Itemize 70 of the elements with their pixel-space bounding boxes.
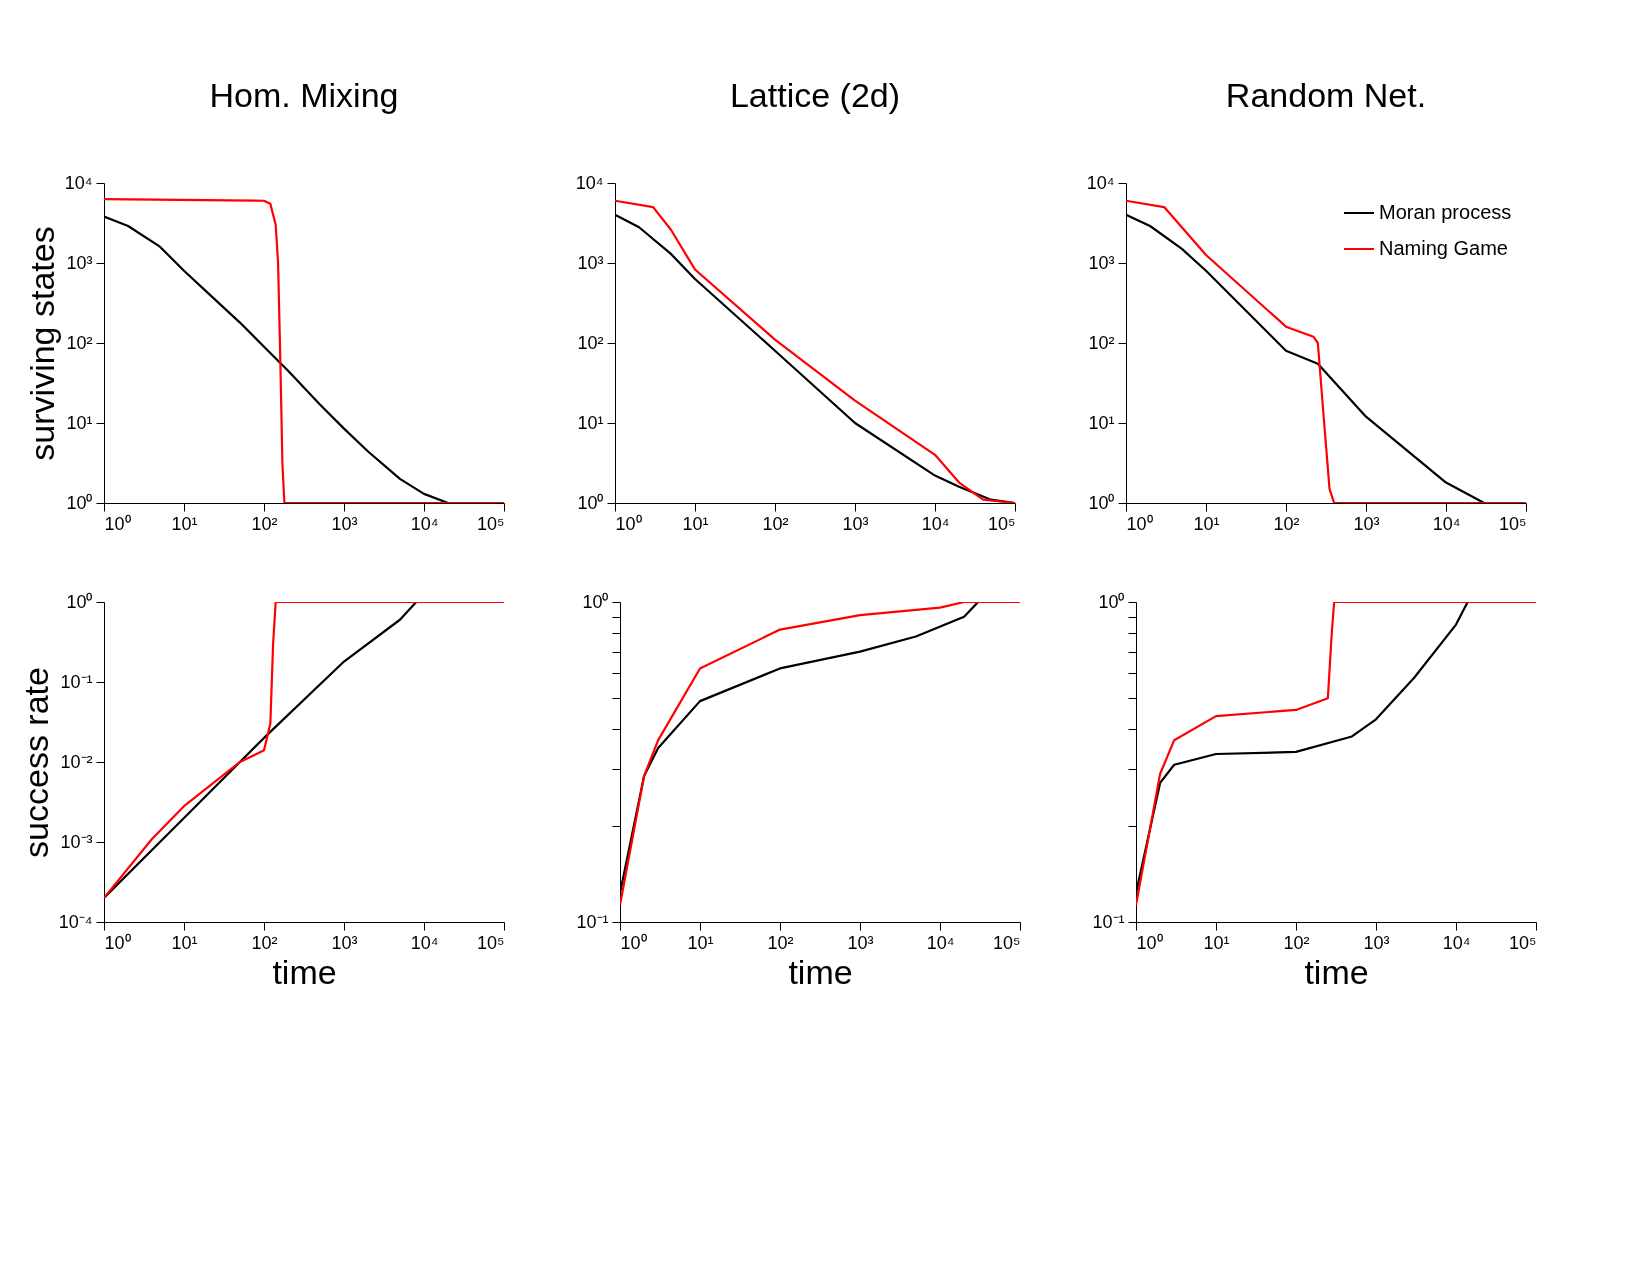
- x-tick-label: 10¹: [687, 932, 714, 953]
- y-tick-label: 10⁴: [64, 172, 93, 193]
- y-tick-label: 10³: [66, 252, 93, 273]
- y-tick-label: 10⁰: [577, 492, 604, 513]
- x-tick-label: 10⁵: [988, 513, 1016, 534]
- x-tick-label: 10²: [1283, 932, 1310, 953]
- x-tick-label: 10⁴: [926, 932, 955, 953]
- x-tick-label: 10⁰: [104, 932, 131, 953]
- x-tick-label: 10⁵: [1499, 513, 1527, 534]
- x-tick-label: 10²: [251, 513, 278, 534]
- x-tick-label: 10¹: [1203, 932, 1230, 953]
- x-tick-label: 10¹: [682, 513, 709, 534]
- x-tick-label: 10³: [842, 513, 869, 534]
- x-tick-label: 10³: [1363, 932, 1390, 953]
- x-tick-label: 10¹: [171, 932, 198, 953]
- x-tick-label: 10⁰: [1136, 932, 1163, 953]
- x-tick-label: 10⁴: [1442, 932, 1471, 953]
- y-tick-label: 10²: [66, 332, 93, 353]
- x-axis-title: time: [1304, 952, 1369, 991]
- x-axis-title: time: [272, 952, 337, 991]
- x-tick-label: 10¹: [1193, 513, 1220, 534]
- y-tick-label: 10⁻¹: [1092, 911, 1125, 932]
- x-tick-label: 10⁵: [477, 513, 505, 534]
- chart-title: Lattice (2d): [729, 76, 901, 114]
- y-tick-label: 10⁰: [66, 492, 93, 513]
- y-tick-label: 10⁻¹: [60, 671, 93, 692]
- y-tick-label: 10⁰: [66, 591, 93, 612]
- x-tick-label: 10⁴: [410, 932, 439, 953]
- y-axis-title: surviving states: [22, 226, 61, 461]
- y-tick-label: 10⁴: [575, 172, 604, 193]
- x-axis-title: time: [788, 952, 853, 991]
- y-tick-label: 10⁻⁴: [58, 911, 93, 932]
- x-tick-label: 10⁰: [104, 513, 131, 534]
- x-tick-label: 10²: [762, 513, 789, 534]
- x-tick-label: 10⁴: [921, 513, 950, 534]
- y-tick-label: 10⁴: [1086, 172, 1115, 193]
- y-axis-title: success rate: [16, 667, 55, 858]
- y-tick-label: 10²: [1088, 332, 1115, 353]
- chart-title: Hom. Mixing: [209, 76, 399, 114]
- chart-title: Random Net.: [1225, 76, 1427, 114]
- y-tick-label: 10⁰: [582, 591, 609, 612]
- x-tick-label: 10⁴: [1432, 513, 1461, 534]
- x-tick-label: 10³: [331, 513, 358, 534]
- x-tick-label: 10²: [1273, 513, 1300, 534]
- x-tick-label: 10²: [251, 932, 278, 953]
- x-tick-label: 10⁵: [1509, 932, 1537, 953]
- x-tick-label: 10⁰: [615, 513, 642, 534]
- y-tick-label: 10¹: [66, 412, 93, 433]
- x-tick-label: 10⁵: [477, 932, 505, 953]
- y-tick-label: 10¹: [1088, 412, 1115, 433]
- x-tick-label: 10⁰: [620, 932, 647, 953]
- y-tick-label: 10³: [1088, 252, 1115, 273]
- y-tick-label: 10³: [577, 252, 604, 273]
- x-tick-label: 10³: [1353, 513, 1380, 534]
- y-tick-label: 10⁰: [1088, 492, 1115, 513]
- x-tick-label: 10⁴: [410, 513, 439, 534]
- legend-label: Naming Game: [1379, 237, 1508, 259]
- y-tick-label: 10¹: [577, 412, 604, 433]
- x-tick-label: 10³: [847, 932, 874, 953]
- y-tick-label: 10⁰: [1098, 591, 1125, 612]
- x-tick-label: 10⁵: [993, 932, 1021, 953]
- y-tick-label: 10⁻²: [60, 751, 93, 772]
- x-tick-label: 10²: [767, 932, 794, 953]
- y-tick-label: 10⁻¹: [576, 911, 609, 932]
- legend-label: Moran process: [1379, 201, 1512, 223]
- y-tick-label: 10²: [577, 332, 604, 353]
- x-tick-label: 10¹: [171, 513, 198, 534]
- x-tick-label: 10³: [331, 932, 358, 953]
- y-tick-label: 10⁻³: [60, 831, 93, 852]
- x-tick-label: 10⁰: [1126, 513, 1153, 534]
